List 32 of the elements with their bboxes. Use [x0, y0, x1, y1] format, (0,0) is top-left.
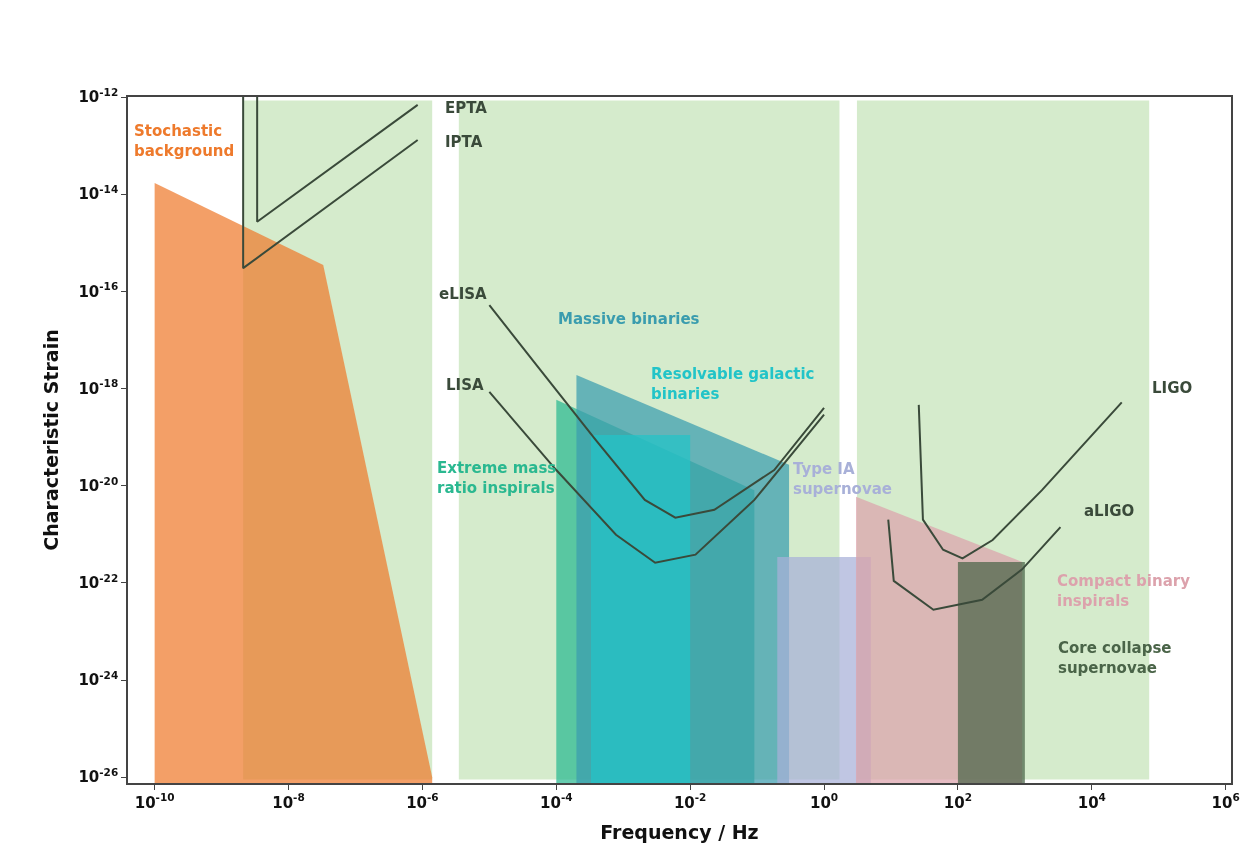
- text: Core collapse supernovae: [1058, 639, 1172, 677]
- x-tick-label: 10$^{0}$: [809, 791, 839, 812]
- x-tick-label: 10$^{-6}$: [406, 791, 439, 812]
- x-tick-label: 10$^{2}$: [943, 791, 973, 812]
- x-tick-label: 10$^{-4}$: [540, 791, 573, 812]
- series-label: Extreme mass ratio inspirals: [437, 459, 557, 497]
- text: Massive binaries: [558, 310, 700, 328]
- y-tick-label: 10$^{-16}$: [78, 280, 119, 301]
- y-tick-label: 10$^{-20}$: [78, 474, 119, 495]
- text: Stochastic background: [134, 122, 235, 160]
- x-tick-label: 10$^{6}$: [1211, 791, 1240, 812]
- y-axis-title: Characteristic Strain: [39, 329, 62, 551]
- x-tick-label: 10$^{-2}$: [673, 791, 707, 812]
- text: Type IA supernovae: [793, 460, 892, 498]
- x-tick-label: 10$^{4}$: [1077, 791, 1106, 812]
- y-tick-label: 10$^{-12}$: [78, 85, 119, 107]
- series-label: EPTA: [445, 99, 488, 117]
- series-label: eLISA: [439, 285, 488, 303]
- text: Compact binary inspirals: [1057, 572, 1191, 610]
- y-tick-label: 10$^{-22}$: [78, 571, 119, 593]
- text: LIGO: [1152, 379, 1193, 397]
- series-label: LISA: [446, 376, 484, 394]
- y-tick-label: 10$^{-24}$: [78, 668, 119, 690]
- x-tick-label: 10$^{-10}$: [134, 791, 175, 812]
- y-tick-label: 10$^{-14}$: [78, 183, 119, 204]
- y-tick-label: 10$^{-26}$: [78, 766, 119, 787]
- x-axis-title: Frequency / Hz: [600, 821, 759, 844]
- y-tick-label: 10$^{-18}$: [78, 377, 119, 398]
- series-label: aLIGO: [1084, 502, 1135, 520]
- series-label: IPTA: [445, 133, 483, 151]
- text: Resolvable galactic binaries: [651, 365, 815, 403]
- x-tick-label: 10$^{-8}$: [272, 791, 305, 812]
